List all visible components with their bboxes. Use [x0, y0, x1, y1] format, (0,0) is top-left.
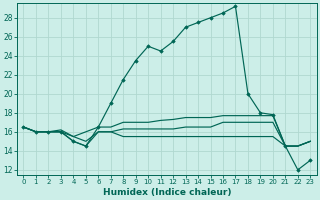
X-axis label: Humidex (Indice chaleur): Humidex (Indice chaleur): [103, 188, 231, 197]
